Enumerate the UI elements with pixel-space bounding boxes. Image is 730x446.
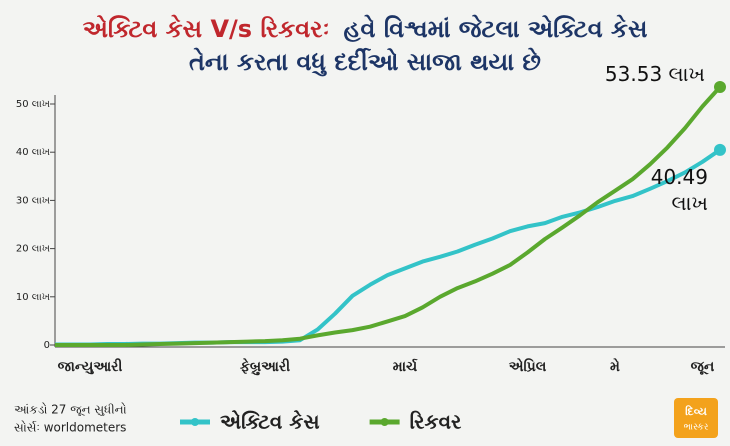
y-tick-label: 40 લાખ [16, 147, 50, 158]
logo-text: દિવ્ય [685, 404, 707, 418]
legend-swatch [380, 418, 389, 426]
end-dot [714, 143, 726, 156]
legend-swatch [191, 418, 199, 426]
y-tick-label: 20 લાખ [16, 244, 50, 255]
x-tick-label: જૂન [691, 359, 715, 375]
title-part: એક્ટિવ કેસ V/s રિકવરઃ [83, 14, 330, 43]
logo [674, 398, 718, 438]
note: આંકડો 27 જૂન સુધીનો [14, 403, 127, 418]
y-tick-label: 30 લાખ [16, 195, 50, 206]
y-tick-label: 10 લાખ [16, 292, 50, 303]
x-tick-label: ફેબ્રુઆરી [240, 357, 290, 376]
series-line [55, 85, 722, 347]
x-tick-label: માર્ચ [393, 357, 419, 375]
legend-label: એક્ટિવ કેસ [220, 409, 320, 433]
chart-subtitle: તેના કરતા વધુ દર્દીઓ સાજા થયા છે [189, 47, 541, 77]
logo-text: ભાસ્કર [684, 423, 709, 433]
x-tick-label: જાન્યુઆરી [58, 358, 123, 375]
y-tick-label: 50 લાખ [16, 99, 50, 110]
note: સોર્સઃ worldometers [14, 421, 126, 435]
title-part: હવે વિશ્વમાં જેટલા એક્ટિવ કેસ [343, 14, 647, 43]
value-label: 53.53 લાખ [604, 61, 705, 86]
chart-title: એક્ટિવ કેસ V/s રિકવરઃ હવે વિશ્વમાં જેટલા … [83, 14, 648, 43]
x-tick-label: એપ્રિલ [509, 357, 547, 375]
x-tick-label: મે [610, 357, 620, 375]
legend-label: રિકવર [410, 410, 462, 434]
end-dot [714, 80, 726, 93]
value-label: 40.49 લાખ [650, 164, 708, 215]
y-tick-label: 0 [44, 340, 50, 351]
series-line [55, 148, 722, 347]
